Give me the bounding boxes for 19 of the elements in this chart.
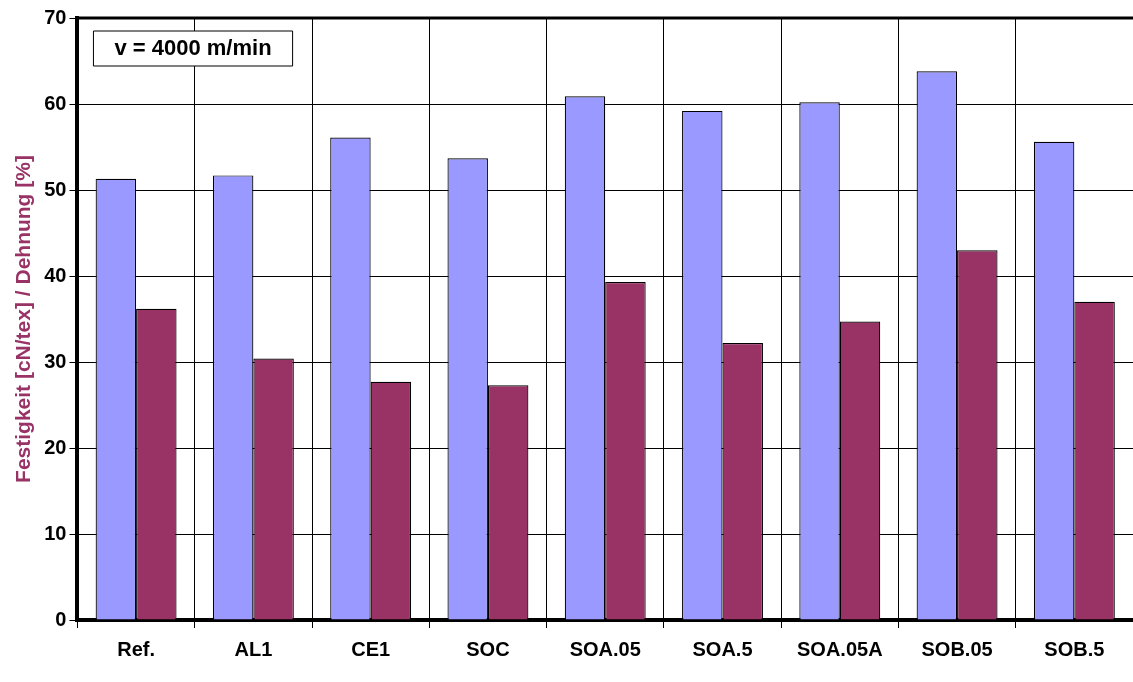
- y-tick-label: 10: [44, 521, 67, 544]
- x-tick-label: CE1: [351, 637, 391, 660]
- x-tick-label: SOA.5: [692, 637, 753, 660]
- y-axis-title: Festigkeit [cN/tex] / Dehnung [%]: [11, 155, 35, 483]
- y-tick-label: 40: [44, 263, 67, 286]
- y-tick-label: 60: [44, 91, 67, 114]
- x-tick-label: AL1: [234, 637, 273, 660]
- y-tick-label: 70: [44, 5, 67, 28]
- y-tick-label: 20: [44, 435, 67, 458]
- x-tick-label: SOA.05: [569, 637, 641, 660]
- annotation: v = 4000 m/min: [114, 35, 272, 61]
- x-tick-label: SOA.05A: [796, 637, 883, 660]
- y-tick-label: 50: [44, 177, 67, 200]
- x-tick-label: Ref.: [117, 637, 155, 660]
- x-tick-label: SOB.05: [921, 637, 993, 660]
- y-tick-label: 0: [55, 607, 67, 630]
- x-tick-label: SOB.5: [1044, 637, 1105, 660]
- y-tick-label: 30: [44, 349, 67, 372]
- x-tick-label: SOC: [466, 637, 510, 660]
